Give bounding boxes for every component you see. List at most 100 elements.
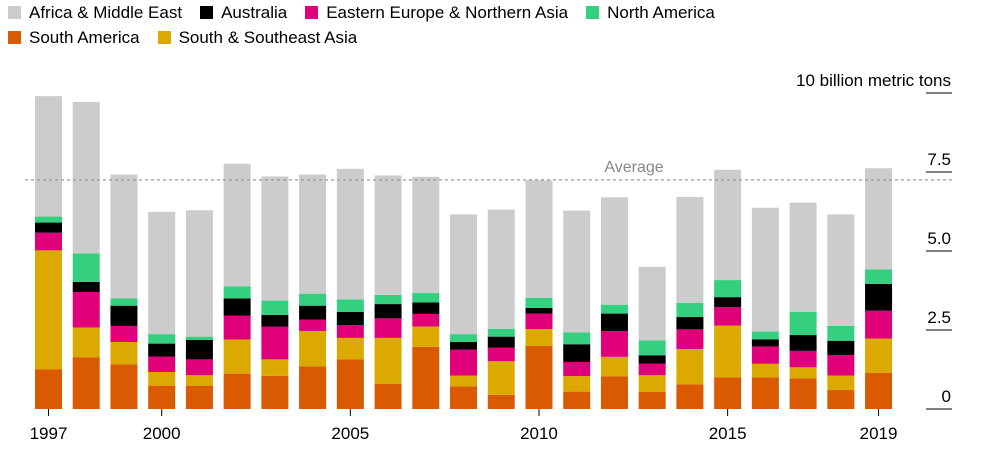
bar-segment <box>299 174 327 294</box>
bar-segment <box>827 390 855 409</box>
bar-segment <box>336 168 364 300</box>
bar-segment <box>223 298 251 316</box>
bar-segment <box>223 373 251 409</box>
bar-segment <box>751 377 779 409</box>
legend-label: Africa & Middle East <box>29 2 183 22</box>
bar-segment <box>714 325 742 378</box>
legend-item: Eastern Europe & Northern Asia <box>305 3 568 23</box>
bar-segment <box>487 209 515 329</box>
bar-segment <box>185 339 213 360</box>
bar-segment <box>450 342 478 350</box>
bar-segment <box>374 383 402 409</box>
bar-segment <box>72 101 100 254</box>
bar-segment <box>525 329 553 346</box>
legend-item: Africa & Middle East <box>8 3 182 23</box>
bar-segment <box>412 346 440 409</box>
bar-segment <box>148 334 176 344</box>
bar-segment <box>299 293 327 306</box>
bar-segment <box>110 342 138 365</box>
bar-segment <box>110 298 138 306</box>
bar-segment <box>676 348 704 385</box>
bar-segment <box>563 361 591 377</box>
x-tick-label: 2010 <box>520 424 558 443</box>
bars <box>35 96 893 409</box>
bar-segment <box>487 336 515 348</box>
average-line-group: Average <box>25 159 952 181</box>
bar-segment <box>638 391 666 409</box>
bar-segment <box>714 169 742 281</box>
bar-segment <box>223 286 251 299</box>
bar-segment <box>525 307 553 314</box>
bar-segment <box>35 216 62 223</box>
bar-segment <box>261 300 289 315</box>
bar-segment <box>148 343 176 357</box>
bar-segment <box>600 304 628 314</box>
bar-segment <box>110 364 138 409</box>
legend-item: North America <box>586 3 715 23</box>
bar-segment <box>35 250 62 370</box>
bar-segment <box>714 377 742 409</box>
bar-segment <box>789 202 817 312</box>
bar-segment <box>865 283 893 311</box>
bar-segment <box>336 359 364 409</box>
bar-segment <box>185 336 213 340</box>
bar-segment <box>600 197 628 305</box>
bar-segment <box>638 375 666 392</box>
bar-segment <box>35 222 62 233</box>
bar-segment <box>450 375 478 387</box>
bar-segment <box>865 310 893 339</box>
bar-segment <box>299 330 327 367</box>
bar-segment <box>450 386 478 409</box>
bar-segment <box>110 305 138 326</box>
bar-segment <box>487 361 515 395</box>
bar-segment <box>412 302 440 314</box>
bar-segment <box>827 340 855 355</box>
bar-segment <box>336 337 364 360</box>
bar-segment <box>72 292 100 328</box>
bar-segment <box>412 313 440 327</box>
bar-segment <box>751 363 779 378</box>
bar-segment <box>72 253 100 282</box>
bar-segment <box>72 327 100 358</box>
x-tick-label: 1997 <box>30 424 68 443</box>
bar-segment <box>827 325 855 341</box>
bar-segment <box>223 163 251 287</box>
bar-segment <box>676 384 704 409</box>
legend: Africa & Middle East Australia Eastern Eur… <box>8 0 988 50</box>
legend-swatch <box>305 6 319 19</box>
bar-segment <box>600 376 628 409</box>
bar-segment <box>487 394 515 409</box>
bar-segment <box>299 319 327 331</box>
bar-segment <box>525 313 553 330</box>
bar-segment <box>676 317 704 330</box>
legend-swatch <box>586 6 600 19</box>
bar-segment <box>676 302 704 318</box>
y-tick-label: 5.0 <box>927 229 951 248</box>
bar-segment <box>148 372 176 386</box>
x-axis: 1997 2000 2005 2010 2015 2019 <box>30 409 897 443</box>
bar-segment <box>185 359 213 376</box>
bar-segment <box>676 329 704 349</box>
bar-segment <box>638 363 666 376</box>
y-axis: 0 2.5 5.0 7.5 10 billion metric tons <box>796 71 952 410</box>
x-tick-label: 2000 <box>143 424 181 443</box>
bar-segment <box>110 174 138 299</box>
legend-swatch <box>157 31 171 44</box>
bar-segment <box>412 326 440 347</box>
legend-swatch <box>200 6 214 19</box>
bar-segment <box>299 366 327 409</box>
bar-segment <box>374 294 402 305</box>
bar-segment <box>487 328 515 337</box>
bar-segment <box>865 269 893 284</box>
bar-segment <box>563 376 591 392</box>
bar-segment <box>638 355 666 364</box>
bar-segment <box>223 315 251 340</box>
legend-label: Eastern Europe & Northern Asia <box>326 2 569 22</box>
bar-segment <box>185 375 213 386</box>
bar-segment <box>525 180 553 298</box>
bar-segment <box>751 346 779 364</box>
bar-segment <box>789 378 817 409</box>
bar-segment <box>563 332 591 345</box>
legend-label: North America <box>607 2 715 22</box>
bar-segment <box>827 354 855 376</box>
